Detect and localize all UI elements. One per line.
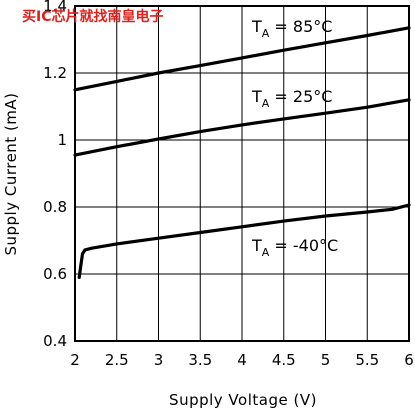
grid-layer	[74, 5, 410, 342]
series-label-rest: = 25°C	[269, 87, 332, 106]
series-line-0	[73, 26, 411, 92]
series-label-2: TA = -40°C	[251, 236, 338, 259]
x-tick-label: 4.5	[272, 351, 296, 369]
x-tick-label: 6	[404, 351, 414, 369]
y-tick-label: 0.4	[43, 332, 67, 350]
plot-frame	[74, 5, 410, 342]
y-axis-title: Supply Current (mA)	[2, 92, 20, 255]
series-label-main: T	[251, 87, 262, 106]
x-tick-label: 3.5	[188, 351, 212, 369]
x-tick-label: 3	[154, 351, 164, 369]
x-tick-label: 4	[237, 351, 247, 369]
series-layer	[73, 26, 411, 279]
series-label-main: T	[251, 236, 262, 255]
annot-layer: TA = 85°CTA = 25°CTA = -40°C	[251, 17, 338, 259]
series-label-0: TA = 85°C	[251, 17, 332, 40]
series-label-rest: = -40°C	[269, 236, 338, 255]
y-tick-label: 1.2	[43, 64, 67, 82]
x-tick-label: 5.5	[355, 351, 379, 369]
series-line-1	[73, 98, 411, 157]
y-tick-label: 1	[57, 131, 67, 149]
x-tick-label: 5	[321, 351, 331, 369]
x-tick-label: 2	[70, 351, 80, 369]
series-label-rest: = 85°C	[269, 17, 332, 36]
watermark-text: 买IC芯片就找南皇电子	[22, 8, 163, 25]
series-label-main: T	[251, 17, 262, 36]
x-tick-label: 2.5	[105, 351, 129, 369]
x-axis-title: Supply Voltage (V)	[169, 391, 317, 409]
series-label-subscript: A	[262, 27, 270, 40]
y-tick-label: 1.4	[43, 0, 67, 15]
series-label-subscript: A	[262, 246, 270, 259]
series-line-2	[77, 203, 411, 279]
tick-layer: 2 2.5 3 3.5 4 4.5 5 5.5 6 0.4 0.6 0.8 1 1.2 1.4	[43, 0, 414, 369]
y-tick-label: 0.8	[43, 198, 67, 216]
series-label-1: TA = 25°C	[251, 87, 332, 110]
series-label-subscript: A	[262, 97, 270, 110]
y-tick-label: 0.6	[43, 265, 67, 283]
